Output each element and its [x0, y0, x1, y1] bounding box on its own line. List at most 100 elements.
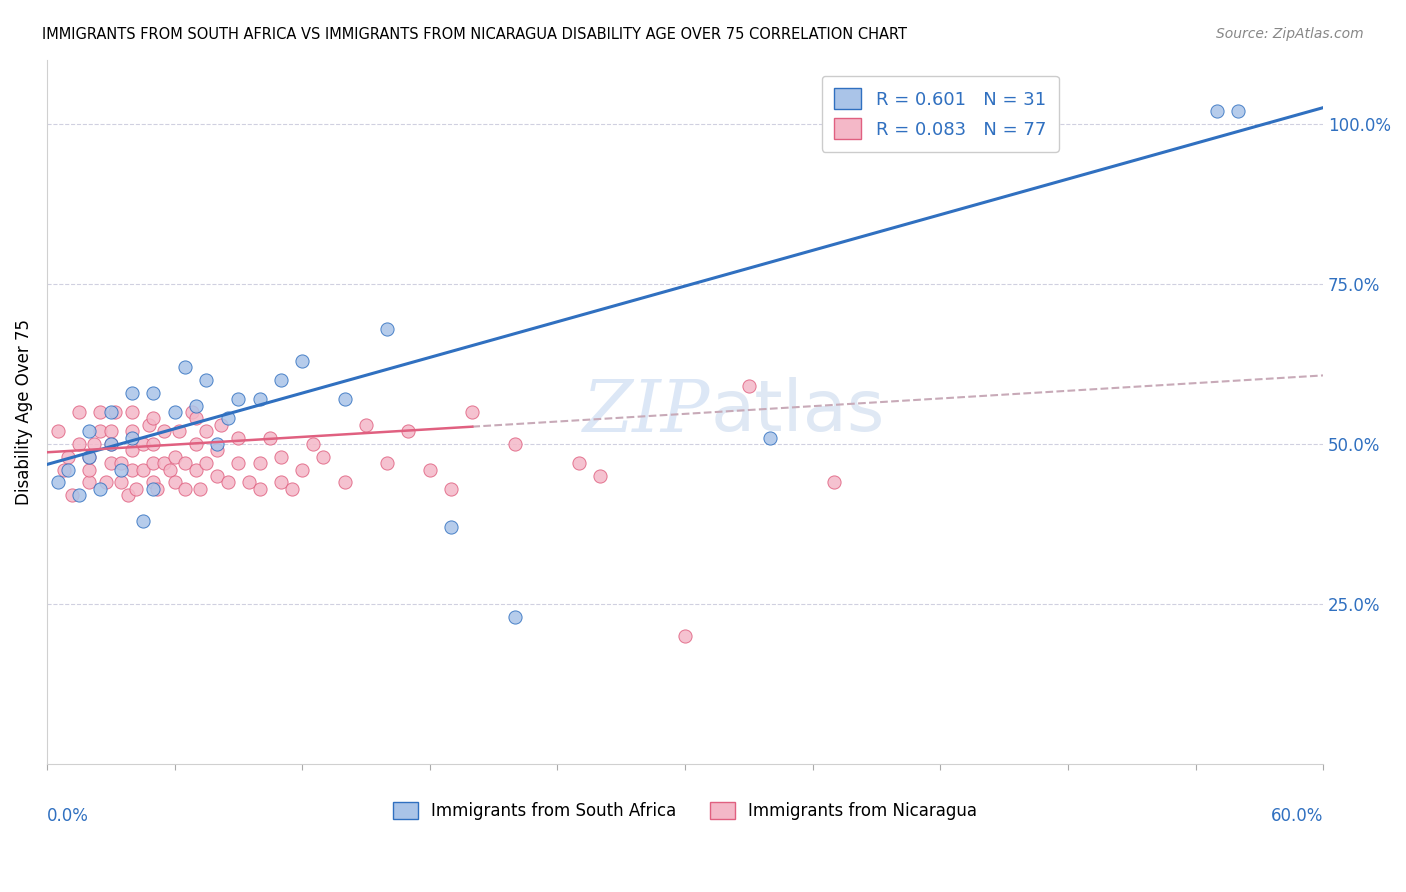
- Point: [440, 482, 463, 496]
- Point: [104, 405, 127, 419]
- Point: [270, 373, 292, 387]
- Point: [270, 450, 292, 464]
- Point: [142, 482, 165, 496]
- Point: [249, 482, 271, 496]
- Point: [228, 392, 250, 406]
- Point: [89, 482, 111, 496]
- Point: [121, 405, 143, 419]
- Point: [142, 456, 165, 470]
- Point: [79, 450, 101, 464]
- Legend: R = 0.601   N = 31, R = 0.083   N = 77: R = 0.601 N = 31, R = 0.083 N = 77: [821, 76, 1059, 152]
- Point: [291, 462, 314, 476]
- Point: [195, 424, 218, 438]
- Point: [46, 424, 69, 438]
- Point: [259, 431, 281, 445]
- Point: [79, 450, 101, 464]
- Point: [440, 520, 463, 534]
- Point: [89, 424, 111, 438]
- Point: [205, 437, 228, 451]
- Point: [180, 405, 202, 419]
- Point: [461, 405, 484, 419]
- Point: [62, 488, 84, 502]
- Point: [56, 462, 79, 476]
- Point: [174, 360, 197, 375]
- Point: [79, 424, 101, 438]
- Text: IMMIGRANTS FROM SOUTH AFRICA VS IMMIGRANTS FROM NICARAGUA DISABILITY AGE OVER 75: IMMIGRANTS FROM SOUTH AFRICA VS IMMIGRAN…: [42, 27, 907, 42]
- Point: [249, 392, 271, 406]
- Point: [131, 514, 153, 528]
- Point: [195, 456, 218, 470]
- Point: [117, 488, 139, 502]
- Point: [138, 417, 160, 432]
- Point: [375, 456, 398, 470]
- Point: [589, 469, 612, 483]
- Point: [205, 443, 228, 458]
- Point: [167, 424, 190, 438]
- Point: [121, 385, 143, 400]
- Point: [375, 321, 398, 335]
- Point: [354, 417, 377, 432]
- Point: [121, 462, 143, 476]
- Point: [131, 462, 153, 476]
- Point: [142, 475, 165, 490]
- Point: [121, 431, 143, 445]
- Point: [823, 475, 845, 490]
- Point: [110, 456, 132, 470]
- Point: [110, 462, 132, 476]
- Text: atlas: atlas: [710, 377, 884, 446]
- Point: [209, 417, 232, 432]
- Point: [56, 450, 79, 464]
- Point: [142, 411, 165, 425]
- Y-axis label: Disability Age Over 75: Disability Age Over 75: [15, 319, 32, 505]
- Point: [174, 456, 197, 470]
- Point: [100, 437, 122, 451]
- Point: [419, 462, 441, 476]
- Point: [184, 399, 207, 413]
- Point: [100, 405, 122, 419]
- Text: 0.0%: 0.0%: [46, 806, 89, 824]
- Point: [174, 482, 197, 496]
- Point: [121, 443, 143, 458]
- Point: [46, 475, 69, 490]
- Point: [184, 462, 207, 476]
- Point: [79, 462, 101, 476]
- Point: [100, 424, 122, 438]
- Point: [759, 431, 782, 445]
- Point: [291, 353, 314, 368]
- Point: [153, 456, 176, 470]
- Point: [159, 462, 181, 476]
- Point: [217, 475, 239, 490]
- Point: [100, 456, 122, 470]
- Point: [163, 475, 186, 490]
- Point: [301, 437, 323, 451]
- Point: [79, 475, 101, 490]
- Point: [184, 411, 207, 425]
- Point: [100, 437, 122, 451]
- Point: [673, 629, 696, 643]
- Point: [217, 411, 239, 425]
- Point: [67, 488, 90, 502]
- Point: [228, 431, 250, 445]
- Point: [333, 392, 356, 406]
- Point: [163, 450, 186, 464]
- Point: [125, 482, 148, 496]
- Point: [280, 482, 302, 496]
- Point: [96, 475, 118, 490]
- Point: [163, 405, 186, 419]
- Point: [238, 475, 260, 490]
- Point: [738, 379, 761, 393]
- Point: [67, 405, 90, 419]
- Point: [312, 450, 335, 464]
- Point: [333, 475, 356, 490]
- Point: [83, 437, 105, 451]
- Point: [142, 385, 165, 400]
- Point: [184, 437, 207, 451]
- Point: [121, 424, 143, 438]
- Text: Source: ZipAtlas.com: Source: ZipAtlas.com: [1216, 27, 1364, 41]
- Point: [503, 437, 526, 451]
- Point: [249, 456, 271, 470]
- Point: [503, 610, 526, 624]
- Point: [205, 469, 228, 483]
- Point: [398, 424, 420, 438]
- Point: [67, 437, 90, 451]
